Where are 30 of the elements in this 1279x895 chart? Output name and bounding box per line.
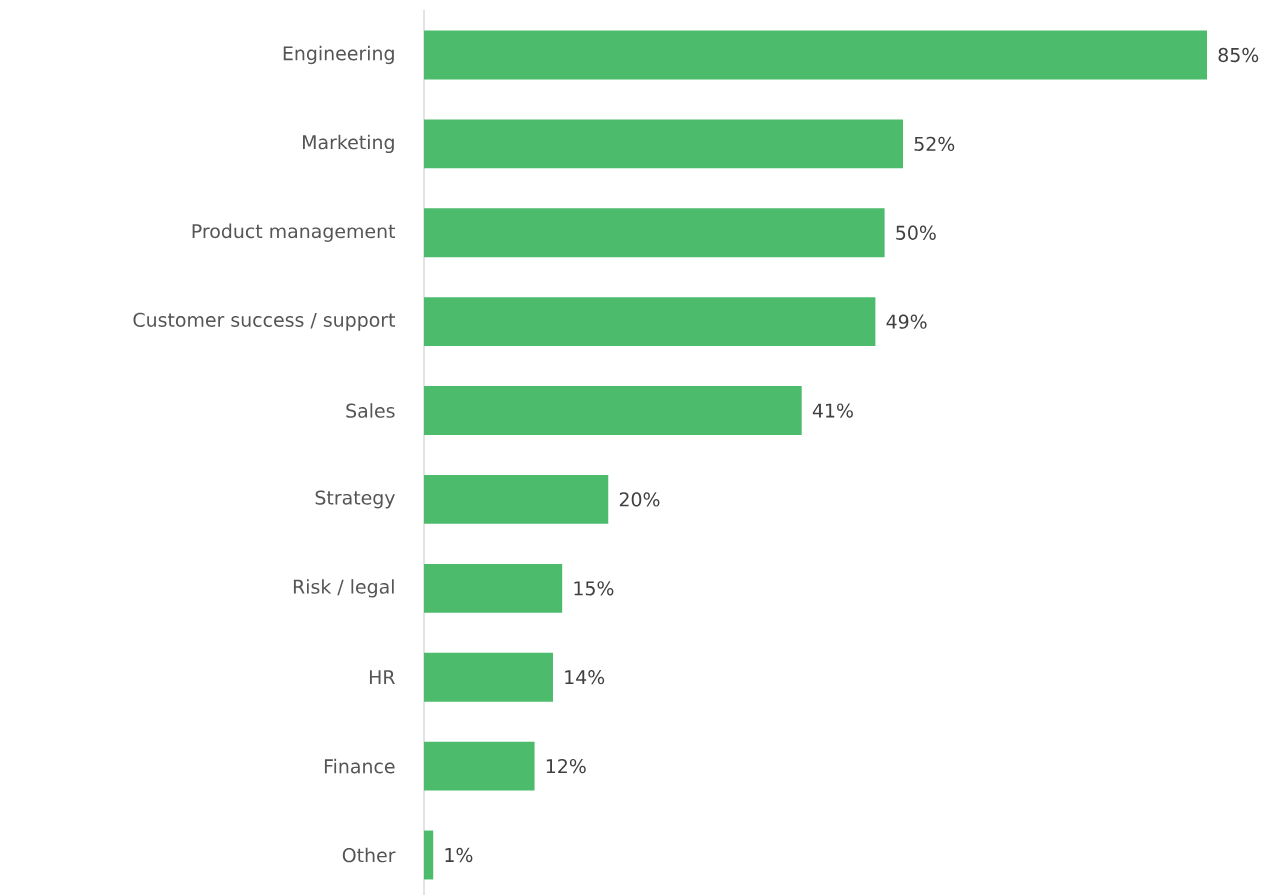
data-label: 49% [886, 314, 927, 329]
bar [424, 741, 535, 791]
data-label: 12% [546, 758, 586, 774]
bar [424, 474, 609, 524]
y-tick-label: Strategy [315, 490, 395, 509]
y-tick-label: Product management [192, 223, 396, 242]
y-tick-label: HR [369, 670, 395, 685]
data-label: 14% [565, 670, 605, 685]
y-tick-label: Other [342, 847, 396, 863]
data-label: 1% [445, 847, 473, 863]
y-tick-label: Finance [324, 758, 395, 774]
y-tick-label: Marketing [303, 134, 394, 154]
bar [424, 208, 885, 258]
bar [424, 386, 802, 435]
data-label: 52% [914, 136, 955, 152]
bar [424, 119, 904, 169]
y-tick-label: Engineering [283, 45, 394, 65]
bar [424, 297, 876, 347]
y-tick-label: Customer success / support [133, 312, 396, 331]
bar [424, 652, 553, 702]
y-tick-label: Sales [346, 403, 395, 418]
data-label: 50% [896, 225, 936, 240]
bar [424, 830, 434, 880]
data-label: 20% [619, 492, 660, 507]
data-label: 15% [574, 581, 614, 596]
data-label: 41% [812, 403, 853, 418]
data-label: 85% [1218, 47, 1259, 63]
bar [424, 563, 563, 613]
bar [424, 30, 1208, 80]
y-tick-label: Risk / legal [293, 579, 394, 598]
